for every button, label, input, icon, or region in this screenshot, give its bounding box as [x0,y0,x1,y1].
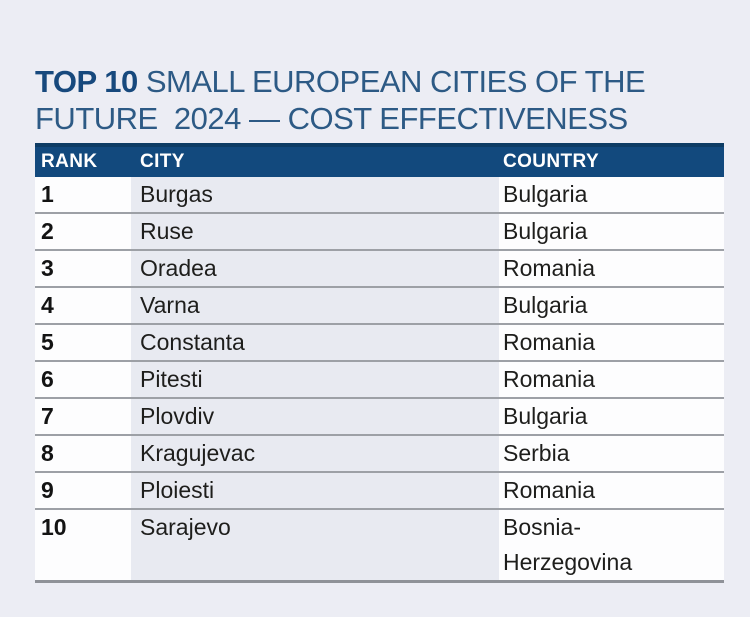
title-highlight: TOP 10 [35,64,138,99]
column-header-rank: RANK [41,151,98,172]
city-cell: Sarajevo [131,510,499,580]
city-cell: Ruse [131,214,499,249]
rank-cell: 4 [35,288,131,323]
rank-cell: 2 [35,214,131,249]
column-header-city: CITY [140,151,185,172]
rank-cell: 3 [35,251,131,286]
rank-cell: 7 [35,399,131,434]
rank-cell: 8 [35,436,131,471]
city-cell: Ploiesti [131,473,499,508]
city-cell: Constanta [131,325,499,360]
table-row: 6 Pitesti Romania [35,362,724,399]
country-cell: Bulgaria [499,214,724,249]
rank-cell: 6 [35,362,131,397]
ranking-table: RANK CITY COUNTRY 1 Burgas Bulgaria 2 Ru… [35,143,724,583]
title-line-1: TOP 10 SMALL EUROPEAN CITIES OF THE [35,63,724,100]
country-cell: Bulgaria [499,177,724,212]
table-row: 1 Burgas Bulgaria [35,177,724,214]
title-line-2: FUTURE 2024 — COST EFFECTIVENESS [35,101,628,136]
country-cell: Bosnia-Herzegovina [499,510,724,580]
rank-cell: 9 [35,473,131,508]
table-row: 5 Constanta Romania [35,325,724,362]
page-title: TOP 10 SMALL EUROPEAN CITIES OF THE FUTU… [35,63,724,137]
city-cell: Kragujevac [131,436,499,471]
table-row: 9 Ploiesti Romania [35,473,724,510]
city-cell: Pitesti [131,362,499,397]
country-cell: Bulgaria [499,288,724,323]
table-header-row: RANK CITY COUNTRY [35,143,724,177]
table-row: 3 Oradea Romania [35,251,724,288]
table-row: 7 Plovdiv Bulgaria [35,399,724,436]
city-cell: Burgas [131,177,499,212]
table-row: 4 Varna Bulgaria [35,288,724,325]
title-line-1-rest: SMALL EUROPEAN CITIES OF THE [145,64,646,99]
rank-cell: 10 [35,510,131,580]
rank-cell: 1 [35,177,131,212]
country-cell: Romania [499,362,724,397]
city-cell: Oradea [131,251,499,286]
table-row: 8 Kragujevac Serbia [35,436,724,473]
table-row: 2 Ruse Bulgaria [35,214,724,251]
city-cell: Varna [131,288,499,323]
city-cell: Plovdiv [131,399,499,434]
country-cell: Bulgaria [499,399,724,434]
country-cell: Romania [499,251,724,286]
rank-cell: 5 [35,325,131,360]
ranking-panel: TOP 10 SMALL EUROPEAN CITIES OF THE FUTU… [35,63,724,583]
country-cell: Romania [499,473,724,508]
country-cell: Romania [499,325,724,360]
country-cell: Serbia [499,436,724,471]
table-row: 10 Sarajevo Bosnia-Herzegovina [35,510,724,583]
column-header-country: COUNTRY [503,151,600,172]
